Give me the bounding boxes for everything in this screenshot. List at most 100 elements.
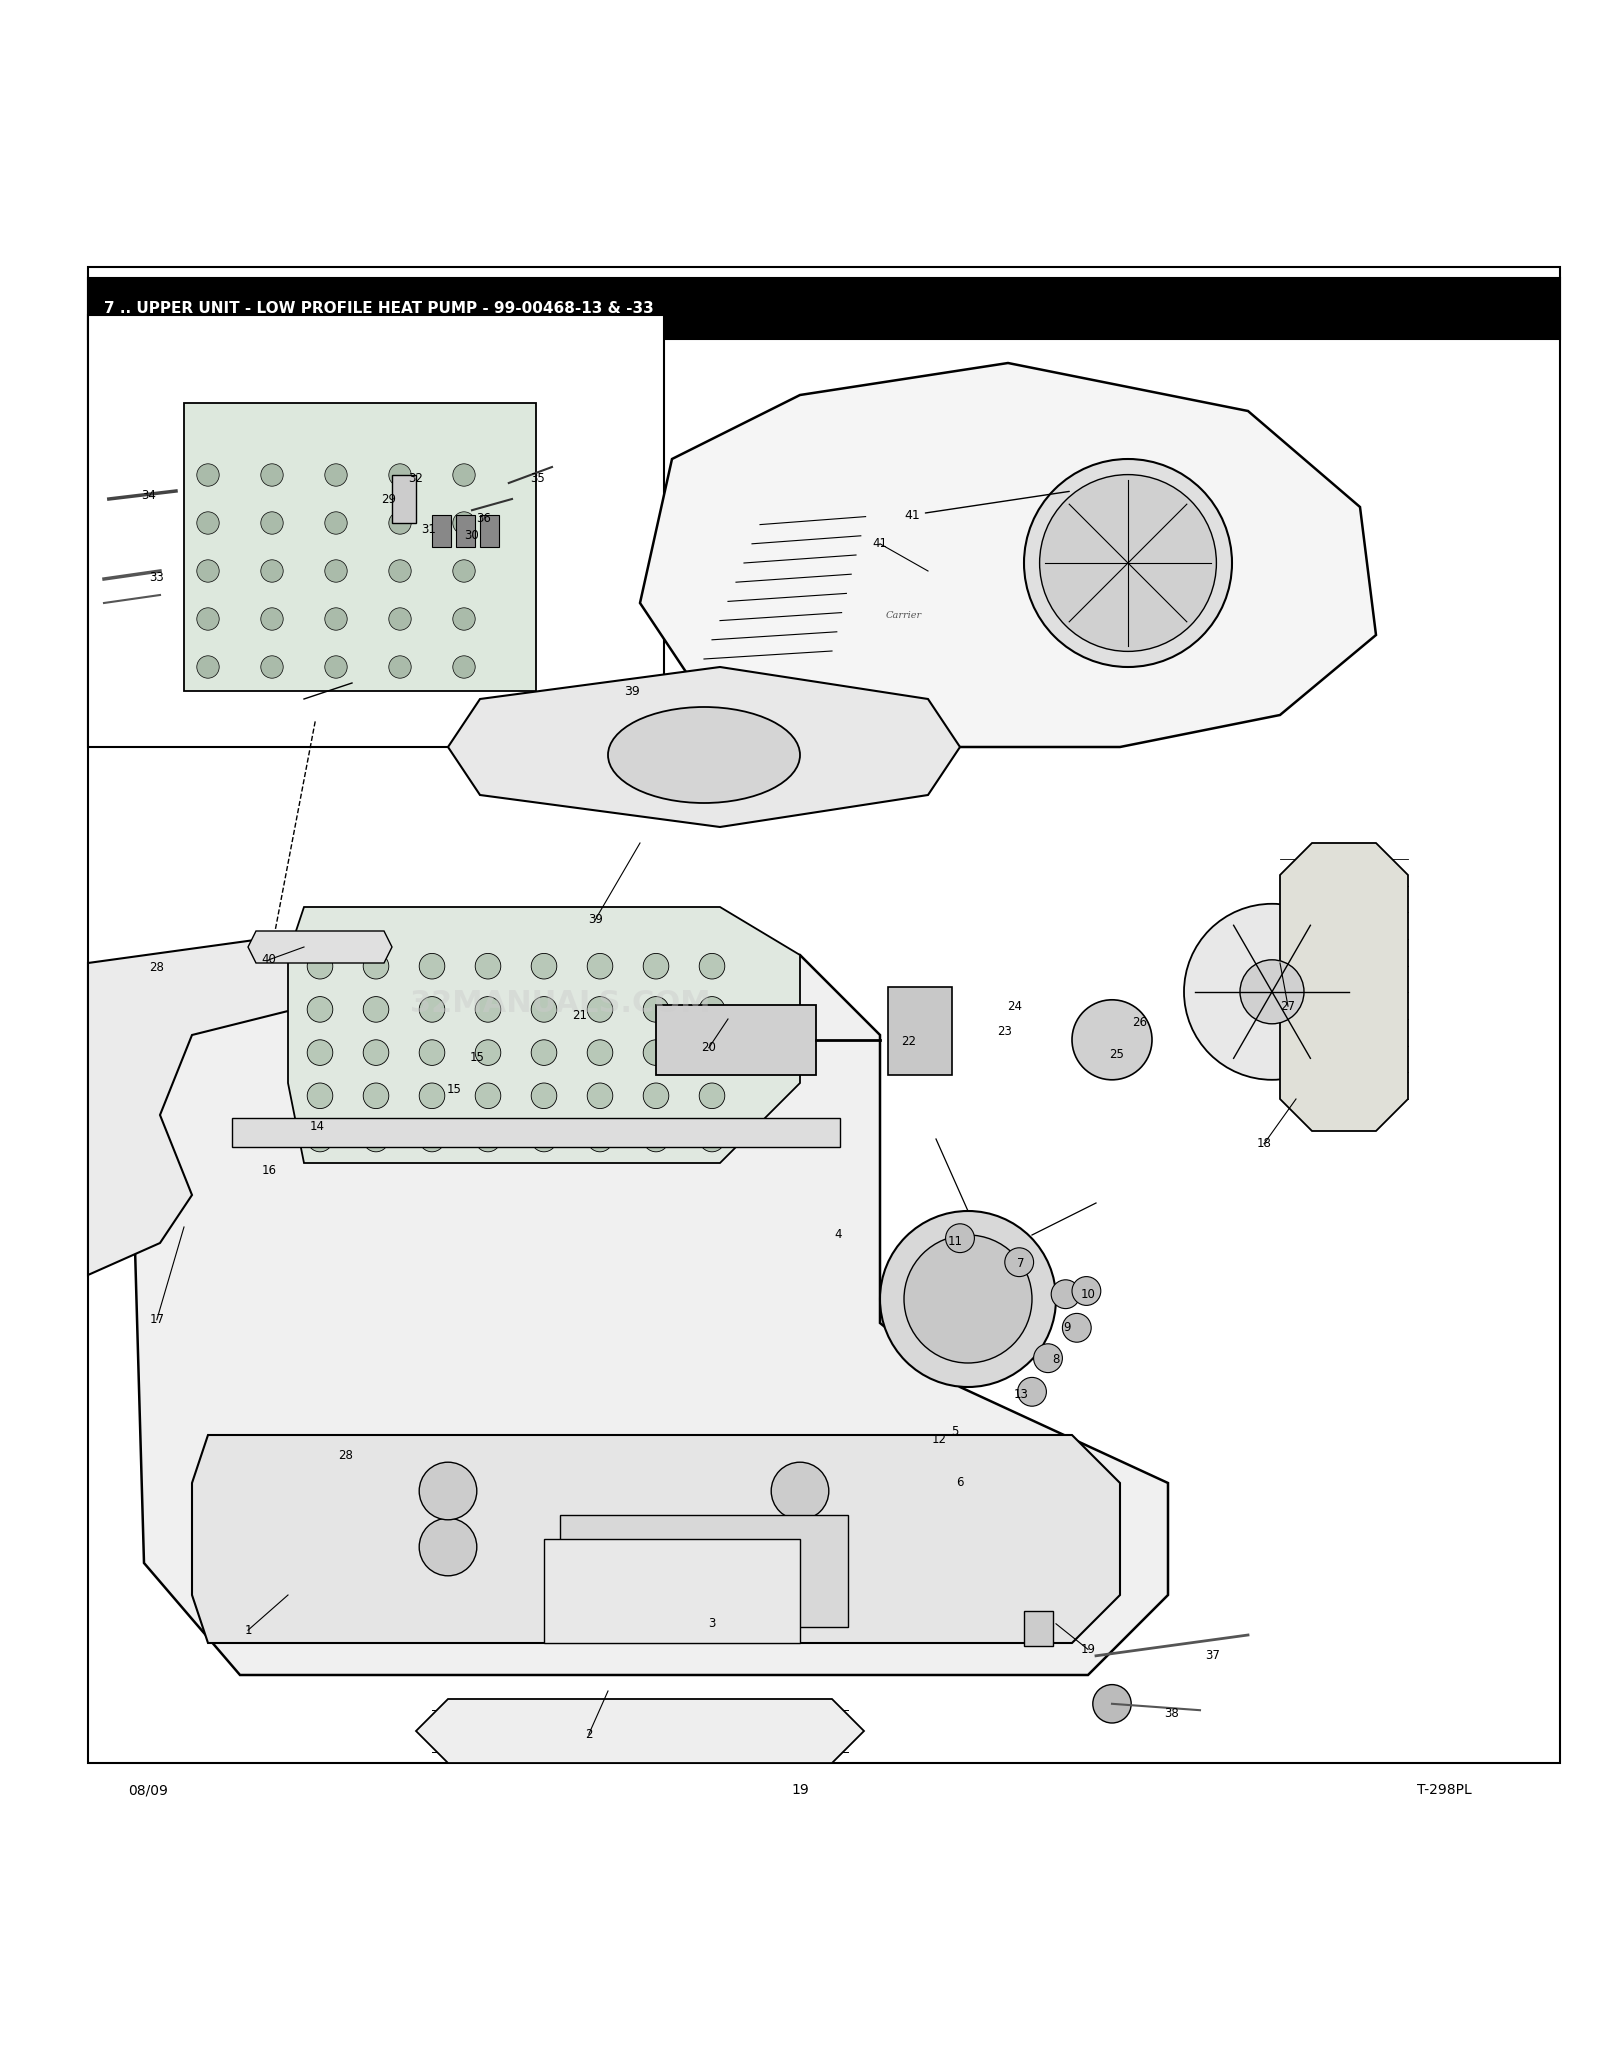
Text: 17: 17: [149, 1312, 165, 1327]
Circle shape: [419, 996, 445, 1023]
Text: 5: 5: [952, 1426, 958, 1439]
Circle shape: [1184, 905, 1360, 1081]
Circle shape: [531, 1083, 557, 1110]
Circle shape: [419, 954, 445, 979]
Circle shape: [419, 1517, 477, 1575]
Text: 40: 40: [261, 954, 277, 967]
Text: 7: 7: [1018, 1256, 1024, 1271]
Circle shape: [453, 609, 475, 629]
Circle shape: [587, 1039, 613, 1066]
Circle shape: [419, 1083, 445, 1110]
Text: 28: 28: [149, 960, 165, 975]
Circle shape: [325, 511, 347, 534]
Text: 26: 26: [1131, 1016, 1147, 1029]
Text: 34: 34: [141, 489, 157, 503]
Ellipse shape: [608, 708, 800, 803]
Text: 15: 15: [446, 1083, 462, 1095]
Circle shape: [453, 656, 475, 679]
Circle shape: [389, 656, 411, 679]
Circle shape: [587, 954, 613, 979]
Circle shape: [1062, 1312, 1091, 1341]
Circle shape: [699, 1126, 725, 1151]
Circle shape: [699, 954, 725, 979]
Text: 33: 33: [149, 571, 165, 584]
Circle shape: [531, 1126, 557, 1151]
Text: 37: 37: [1205, 1650, 1221, 1662]
Text: 29: 29: [381, 493, 397, 505]
Circle shape: [197, 559, 219, 582]
Circle shape: [699, 996, 725, 1023]
Circle shape: [699, 1039, 725, 1066]
Bar: [432, 515, 451, 546]
Text: 7 .. UPPER UNIT - LOW PROFILE HEAT PUMP - 99-00468-13 & -33: 7 .. UPPER UNIT - LOW PROFILE HEAT PUMP …: [104, 300, 654, 317]
Circle shape: [261, 511, 283, 534]
Circle shape: [475, 1126, 501, 1151]
Circle shape: [643, 954, 669, 979]
Circle shape: [1024, 460, 1232, 667]
Circle shape: [261, 559, 283, 582]
Text: 31: 31: [421, 524, 437, 536]
Circle shape: [587, 1083, 613, 1110]
Circle shape: [325, 559, 347, 582]
Bar: [656, 1004, 816, 1074]
Text: 30: 30: [464, 530, 480, 542]
Text: 16: 16: [261, 1165, 277, 1178]
Circle shape: [1040, 474, 1216, 652]
Circle shape: [325, 464, 347, 486]
Text: 24: 24: [1006, 1000, 1022, 1012]
Circle shape: [197, 609, 219, 629]
Bar: [456, 515, 475, 546]
Polygon shape: [416, 1699, 864, 1764]
Circle shape: [261, 656, 283, 679]
Bar: [1024, 1610, 1053, 1646]
Text: 4: 4: [835, 1228, 842, 1242]
Circle shape: [880, 1211, 1056, 1387]
Circle shape: [453, 464, 475, 486]
Circle shape: [1005, 1248, 1034, 1277]
Circle shape: [363, 1083, 389, 1110]
Circle shape: [904, 1236, 1032, 1362]
Circle shape: [1051, 1279, 1080, 1308]
Text: 08/09: 08/09: [128, 1782, 168, 1797]
Text: 23: 23: [997, 1025, 1013, 1039]
Text: 8: 8: [1053, 1354, 1059, 1366]
Text: 14: 14: [309, 1120, 325, 1132]
Text: 28: 28: [338, 1449, 354, 1461]
Text: 10: 10: [1080, 1288, 1096, 1300]
Polygon shape: [640, 362, 1376, 747]
Circle shape: [587, 1126, 613, 1151]
Text: 13: 13: [1013, 1389, 1029, 1401]
Circle shape: [419, 1039, 445, 1066]
Text: 2: 2: [586, 1728, 592, 1741]
Polygon shape: [448, 667, 960, 828]
Text: 6: 6: [957, 1476, 963, 1490]
Bar: [88, 277, 1560, 339]
Circle shape: [1072, 1000, 1152, 1081]
Text: 19: 19: [1080, 1644, 1096, 1656]
Circle shape: [307, 1039, 333, 1066]
Text: 39: 39: [587, 913, 603, 925]
Circle shape: [531, 996, 557, 1023]
Circle shape: [363, 954, 389, 979]
Text: 38: 38: [1163, 1708, 1179, 1720]
Text: 1: 1: [245, 1623, 251, 1637]
Circle shape: [643, 996, 669, 1023]
Circle shape: [363, 1126, 389, 1151]
Text: 41: 41: [872, 538, 888, 551]
Circle shape: [475, 1039, 501, 1066]
Text: 32MANUALS.COM: 32MANUALS.COM: [410, 989, 710, 1018]
Circle shape: [1034, 1343, 1062, 1372]
Circle shape: [261, 464, 283, 486]
Circle shape: [197, 511, 219, 534]
Circle shape: [389, 511, 411, 534]
Text: 21: 21: [571, 1010, 587, 1023]
Circle shape: [307, 954, 333, 979]
Circle shape: [325, 609, 347, 629]
Circle shape: [475, 954, 501, 979]
Circle shape: [453, 559, 475, 582]
Circle shape: [307, 1083, 333, 1110]
Circle shape: [475, 1083, 501, 1110]
Circle shape: [419, 1461, 477, 1519]
Circle shape: [771, 1461, 829, 1519]
Text: 12: 12: [931, 1432, 947, 1447]
